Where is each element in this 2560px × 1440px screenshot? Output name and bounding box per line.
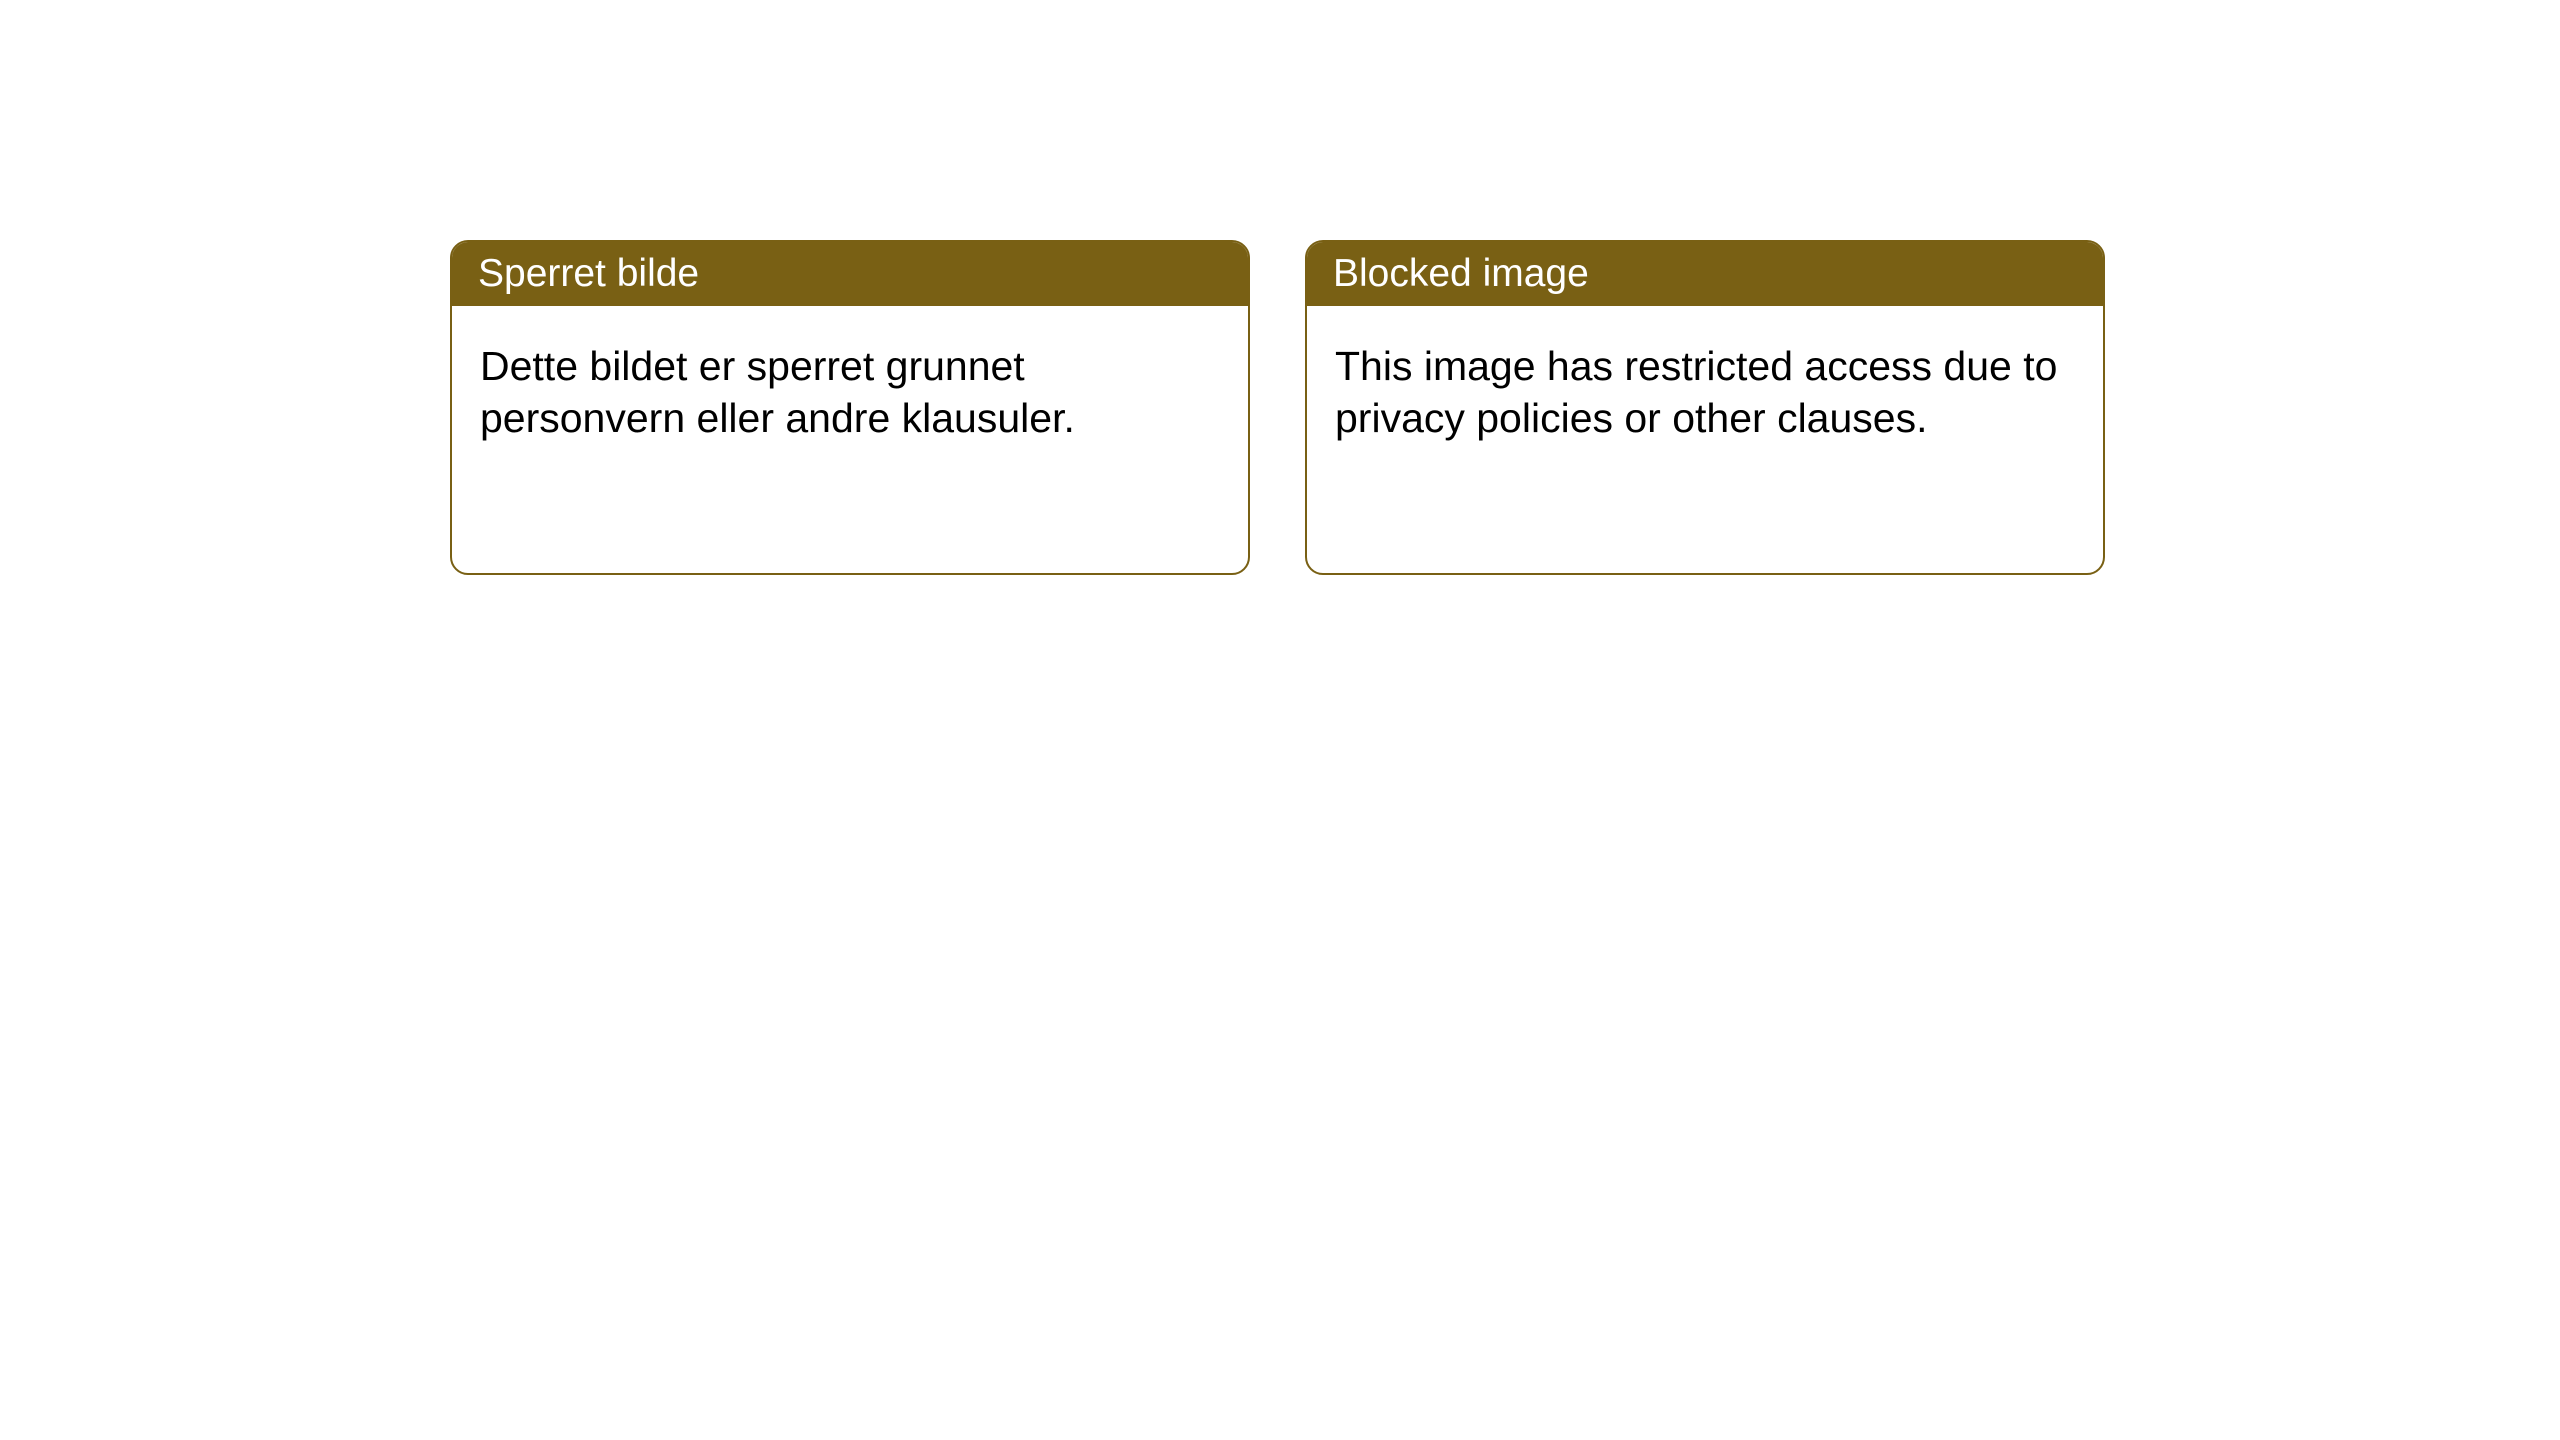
notice-container: Sperret bilde Dette bildet er sperret gr…	[450, 240, 2105, 575]
notice-card-en: Blocked image This image has restricted …	[1305, 240, 2105, 575]
notice-text-no: Dette bildet er sperret grunnet personve…	[480, 343, 1075, 441]
notice-title-no: Sperret bilde	[478, 252, 699, 295]
notice-header-en: Blocked image	[1307, 242, 2103, 306]
notice-body-no: Dette bildet er sperret grunnet personve…	[452, 306, 1248, 479]
notice-text-en: This image has restricted access due to …	[1335, 343, 2057, 441]
notice-title-en: Blocked image	[1333, 252, 1589, 295]
notice-header-no: Sperret bilde	[452, 242, 1248, 306]
notice-body-en: This image has restricted access due to …	[1307, 306, 2103, 479]
notice-card-no: Sperret bilde Dette bildet er sperret gr…	[450, 240, 1250, 575]
